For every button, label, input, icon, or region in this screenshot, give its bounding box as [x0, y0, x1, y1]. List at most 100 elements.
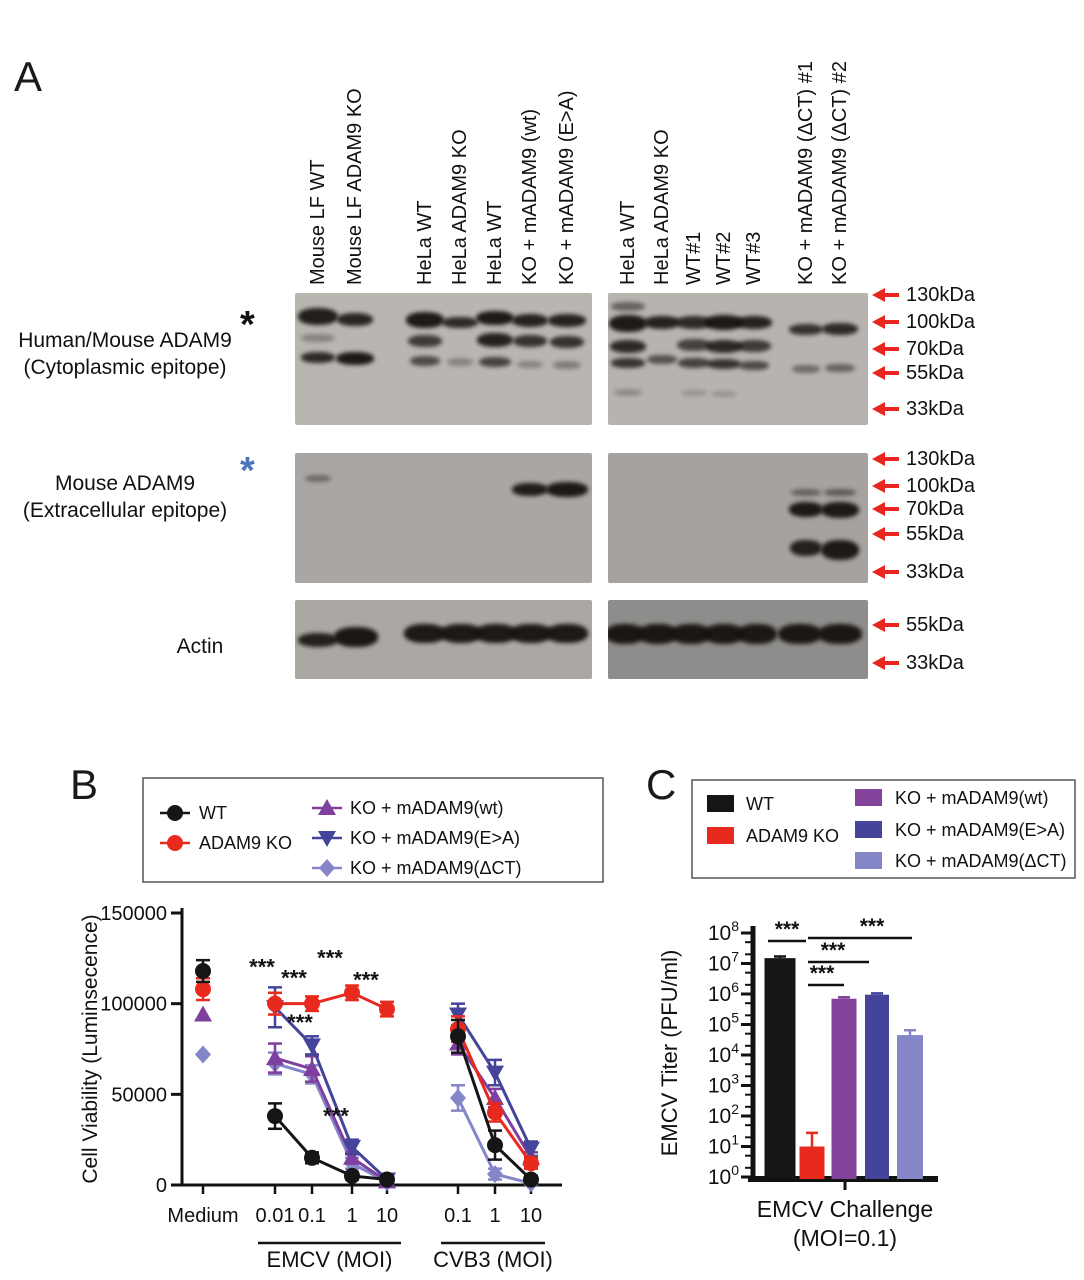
- blot-band: [548, 313, 586, 327]
- data-point: [266, 1049, 284, 1066]
- legend-label: WT: [746, 794, 774, 814]
- lane-label: HeLa ADAM9 KO: [449, 129, 471, 285]
- kda-marker-label: 55kDa: [906, 614, 964, 636]
- x-tick-label: 1: [489, 1205, 500, 1227]
- tick-base: 10: [708, 1044, 731, 1067]
- blot-extracellular-left: [295, 453, 592, 583]
- arrow-head: [872, 452, 885, 466]
- legend-marker: [319, 859, 335, 877]
- kda-arrow-icon: [872, 656, 900, 670]
- x-tick-label: 10: [376, 1205, 398, 1227]
- blot-band: [510, 623, 552, 643]
- blot-band: [644, 315, 680, 329]
- blot-band: [737, 340, 771, 352]
- blot-band: [442, 316, 478, 328]
- data-point: [487, 1165, 503, 1184]
- blot-band: [475, 623, 517, 643]
- blot-band: [406, 312, 444, 328]
- significance-stars: ***: [287, 1010, 313, 1035]
- legend-box: [142, 777, 604, 883]
- legend-swatch: [855, 852, 882, 869]
- data-point: [450, 1028, 466, 1045]
- significance-stars: ***: [353, 967, 379, 992]
- kda-arrow-icon: [872, 527, 900, 541]
- panel-b-label: B: [70, 761, 99, 808]
- data-point: [195, 1045, 211, 1064]
- lane-label: HeLa WT: [617, 200, 639, 285]
- y-tick-label: 108: [708, 918, 739, 945]
- legend-marker: [167, 805, 183, 821]
- y-tick-label: 101: [708, 1132, 739, 1159]
- blot-row-cytoplasmic-caption: Human/Mouse ADAM9 (Cytoplasmic epitope): [0, 327, 250, 381]
- tick-exponent: 4: [731, 1040, 739, 1056]
- y-axis-title: Cell Viability (Luminsecence): [79, 914, 102, 1183]
- kda-marker-label: 130kDa: [906, 448, 975, 470]
- blot-band: [609, 314, 647, 332]
- kda-marker-label: 70kDa: [906, 498, 964, 520]
- data-point: [267, 1108, 283, 1125]
- blot-row-extracellular-caption: Mouse ADAM9 (Extracellular epitope): [0, 470, 250, 524]
- kda-marker-label: 33kDa: [906, 652, 964, 674]
- significance-stars: ***: [317, 946, 343, 971]
- blot-band: [408, 335, 442, 347]
- blot-band: [818, 624, 862, 644]
- data-point: [303, 1059, 321, 1076]
- tick-exponent: 1: [731, 1132, 739, 1148]
- x-tick-label: 0.1: [444, 1205, 472, 1227]
- significance-stars: ***: [810, 962, 835, 985]
- panel-a-label: A: [14, 53, 43, 100]
- kda-marker-label: 55kDa: [906, 523, 964, 545]
- legend-label: KO + mADAM9(wt): [350, 798, 504, 818]
- tick-base: 10: [708, 1014, 731, 1037]
- arrow-head: [872, 288, 885, 302]
- series-line: [273, 1006, 389, 1181]
- blot-band: [671, 624, 711, 644]
- blot-band: [824, 488, 856, 496]
- data-point: [303, 1038, 321, 1055]
- data-point: [344, 1167, 360, 1184]
- arrow-head: [872, 527, 885, 541]
- kda-marker-label: 33kDa: [906, 398, 964, 420]
- arrow-tail: [883, 407, 899, 411]
- lane-label: KO + mADAM9 (E>A): [556, 90, 578, 286]
- series-line: [273, 1115, 388, 1182]
- blot-band: [676, 315, 712, 329]
- kda-arrow-icon: [872, 315, 900, 329]
- data-point: [487, 1104, 503, 1121]
- y-tick-label: 106: [708, 979, 739, 1006]
- lane-label: WT#1: [683, 231, 705, 285]
- legend-label: WT: [199, 803, 227, 823]
- arrow-head: [872, 342, 885, 356]
- caption-line: (Extracellular epitope): [22, 499, 228, 522]
- arrow-head: [872, 502, 885, 516]
- kda-arrow-icon: [872, 618, 900, 632]
- arrow-head: [872, 479, 885, 493]
- y-tick-label: 50000: [111, 1084, 167, 1106]
- bar-3: [865, 994, 889, 1179]
- data-point: [379, 1171, 395, 1188]
- legend-swatch: [707, 827, 734, 844]
- blot-band: [476, 311, 514, 325]
- lane-label: HeLa ADAM9 KO: [651, 129, 673, 285]
- blot-band: [298, 307, 338, 325]
- legend-label: KO + mADAM9(ΔCT): [350, 858, 522, 878]
- nonspecific-band-asterisk-blue: *: [240, 450, 255, 492]
- blot-band: [611, 301, 645, 311]
- kda-arrow-icon: [872, 452, 900, 466]
- data-point: [194, 1005, 212, 1022]
- x-tick-label: Medium: [167, 1205, 238, 1227]
- y-tick-label: 100: [708, 1162, 739, 1189]
- series-line: [275, 991, 388, 1011]
- legend-label: ADAM9 KO: [199, 833, 292, 853]
- data-point: [522, 1141, 540, 1158]
- significance-stars: ***: [281, 966, 307, 991]
- y-tick-label: 0: [156, 1175, 167, 1197]
- blot-band: [404, 623, 446, 643]
- blot-cytoplasmic-left: [295, 293, 592, 425]
- kda-marker-label: 130kDa: [906, 284, 975, 306]
- blot-band: [611, 358, 645, 368]
- data-point: [523, 1171, 539, 1188]
- blot-band: [705, 314, 743, 330]
- tick-exponent: 0: [731, 1162, 739, 1178]
